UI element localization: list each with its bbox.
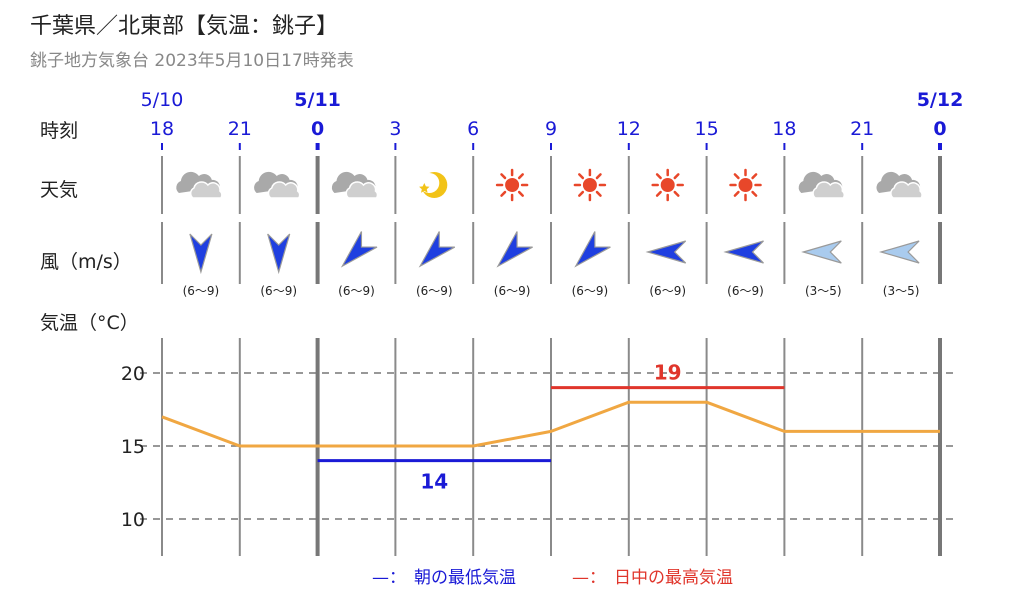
issued-info: 銚子地方気象台 2023年5月10日17時発表 — [30, 51, 354, 71]
sun-ray — [673, 190, 680, 197]
cloud-front — [890, 181, 923, 199]
date-label: 5/12 — [917, 89, 964, 111]
time-tick-label: 9 — [545, 118, 557, 140]
sun-ray — [751, 190, 758, 197]
time-tick-label: 6 — [467, 118, 479, 140]
wind-arrow-shape — [723, 240, 764, 264]
cloud-front — [189, 181, 223, 199]
sun-ray — [578, 190, 585, 197]
wind-speed-label: (6～9) — [338, 284, 375, 298]
y-tick-label: 20 — [121, 363, 145, 385]
wind-arrow-shape — [574, 231, 611, 268]
time-tick-label: 18 — [772, 118, 796, 140]
sun-disc — [505, 178, 520, 192]
wind-arrow-icon — [267, 233, 291, 275]
wind-arrow-shape — [340, 231, 378, 268]
sun-ray — [733, 173, 740, 180]
sun-ray — [517, 190, 524, 197]
date-label: 5/10 — [141, 89, 184, 111]
wind-arrow-icon — [723, 240, 764, 264]
wind-speed-label: (3～5) — [883, 284, 920, 298]
time-tick-label: 3 — [389, 118, 401, 140]
sun-disc — [738, 178, 753, 192]
wind-speed-label: (6～9) — [416, 284, 453, 298]
cloud-icon — [876, 171, 923, 199]
wind-arrow-shape — [267, 233, 291, 275]
sun-ray — [655, 173, 662, 180]
row-label-wind: 風（m/s） — [40, 251, 132, 273]
wind-speed-label: (6～9) — [572, 284, 609, 298]
wind-arrow-icon — [340, 231, 378, 268]
wind-arrow-icon — [645, 240, 687, 264]
sun-ray — [733, 190, 740, 197]
cloud-front — [345, 181, 379, 199]
date-label: 5/11 — [294, 89, 341, 111]
legend-label: 朝の最低気温 — [414, 568, 516, 588]
wind-arrow-icon — [496, 231, 533, 268]
max-temp-label: 19 — [654, 361, 682, 385]
wind-speed-label: (6～9) — [494, 284, 531, 298]
wind-arrow-icon — [189, 233, 213, 275]
sun-ray — [751, 173, 758, 180]
wind-arrow-icon — [574, 231, 611, 268]
time-tick-label: 21 — [850, 118, 874, 140]
wind-arrow-shape — [496, 231, 533, 268]
min-temp-label: 14 — [420, 470, 448, 494]
time-tick-label: 18 — [150, 118, 174, 140]
wind-speed-label: (6～9) — [649, 284, 686, 298]
sun-ray — [500, 173, 507, 180]
time-tick-label: 15 — [695, 118, 719, 140]
wind-arrow-icon — [878, 240, 920, 264]
sun-ray — [578, 173, 585, 180]
wind-arrow-shape — [189, 233, 213, 275]
sun-ray — [500, 190, 507, 197]
y-tick-label: 15 — [121, 436, 145, 458]
wind-arrow-shape — [878, 240, 920, 264]
sun-ray — [595, 173, 602, 180]
time-tick-label: 0 — [311, 118, 324, 140]
sun-ray — [595, 190, 602, 197]
wind-arrow-icon — [801, 240, 842, 264]
wind-speed-label: (6～9) — [183, 284, 220, 298]
wind-arrow-icon — [418, 231, 456, 268]
cloud-icon — [254, 171, 301, 199]
sun-ray — [517, 173, 524, 180]
legend-mark: —： — [572, 568, 606, 588]
sun-ray — [655, 190, 662, 197]
sun-icon — [495, 168, 529, 202]
wind-speed-label: (6～9) — [260, 284, 297, 298]
row-label-temp: 気温（°C） — [40, 312, 139, 334]
time-tick-label: 21 — [228, 118, 252, 140]
sun-icon — [729, 168, 762, 202]
sun-disc — [660, 178, 675, 192]
row-label-weather: 天気 — [40, 179, 78, 201]
wind-arrow-shape — [645, 240, 687, 264]
sun-disc — [582, 178, 597, 192]
legend-mark: —： — [372, 568, 406, 588]
wind-arrow-shape — [418, 231, 456, 268]
y-tick-label: 10 — [121, 509, 145, 531]
cloud-front — [267, 181, 301, 199]
cloud-front — [812, 181, 846, 199]
sun-icon — [651, 168, 684, 202]
cloud-icon — [331, 171, 379, 199]
moon-icon — [419, 172, 448, 198]
sun-ray — [673, 173, 680, 180]
wind-speed-label: (6～9) — [727, 284, 764, 298]
row-label-time: 時刻 — [40, 120, 78, 142]
wind-arrow-shape — [801, 240, 842, 264]
page-title: 千葉県／北東部【気温：銚子】 — [30, 14, 339, 39]
time-tick-label: 12 — [617, 118, 641, 140]
sun-icon — [573, 168, 607, 202]
cloud-icon — [798, 171, 846, 199]
star-shape — [419, 183, 430, 193]
time-tick-label: 0 — [933, 118, 946, 140]
cloud-icon — [176, 171, 223, 199]
wind-speed-label: (3～5) — [805, 284, 842, 298]
legend-label: 日中の最高気温 — [614, 568, 733, 588]
